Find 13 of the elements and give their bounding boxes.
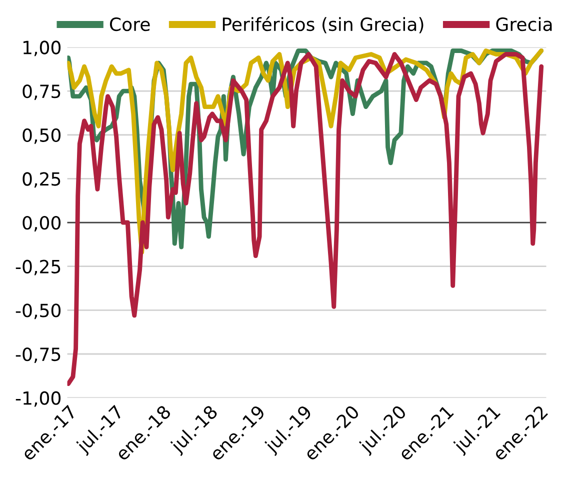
- y-tick-label: 1,00: [24, 40, 61, 56]
- y-tick-label: -0,75: [16, 347, 60, 363]
- y-tick-label: -1,00: [16, 391, 61, 407]
- y-tick-label: 0,75: [22, 84, 60, 100]
- y-tick-label: 0,00: [22, 216, 61, 232]
- y-tick-label: 0,50: [22, 128, 61, 144]
- line-series: [67, 52, 544, 386]
- legend-label: Core: [110, 17, 150, 32]
- legend-label: Periféricos (sin Grecia): [222, 16, 424, 34]
- y-tick-label: -0,25: [16, 260, 60, 276]
- y-tick-label: -0,50: [16, 304, 61, 320]
- legend-label: Grecia: [496, 17, 552, 32]
- y-tick-label: 0,25: [22, 172, 60, 188]
